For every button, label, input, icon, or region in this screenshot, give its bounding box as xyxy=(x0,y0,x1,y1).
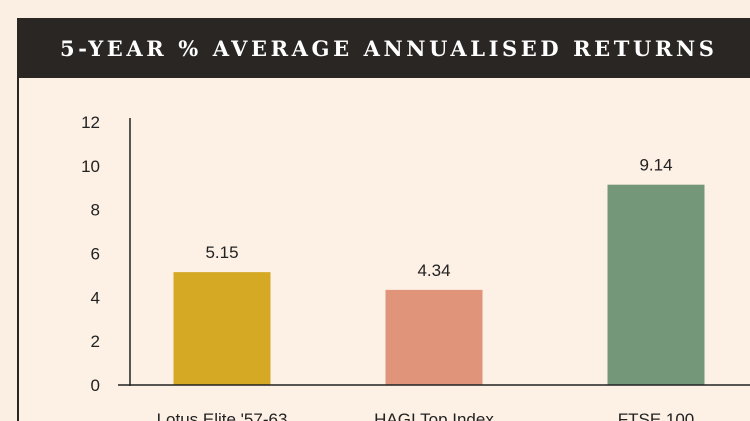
bar xyxy=(607,184,705,385)
category-label: Lotus Elite '57-63 xyxy=(157,410,288,421)
y-axis-ticks: 0 2 4 6 8 10 12 xyxy=(81,113,100,395)
category-labels: Lotus Elite '57-63 HAGI Top Index FTSE 100 xyxy=(157,410,695,421)
data-label: 9.14 xyxy=(639,156,672,175)
bar xyxy=(173,272,271,385)
data-labels: 5.15 4.34 9.14 xyxy=(205,156,672,280)
chart-title: 5-YEAR % AVERAGE ANNUALISED RETURNS xyxy=(60,36,718,61)
bar xyxy=(385,289,483,385)
y-tick-label: 10 xyxy=(81,157,100,176)
category-label: FTSE 100 xyxy=(618,410,695,421)
y-tick-label: 6 xyxy=(91,245,100,264)
title-bar: 5-YEAR % AVERAGE ANNUALISED RETURNS xyxy=(17,18,750,78)
category-label: HAGI Top Index xyxy=(374,410,494,421)
y-tick-label: 4 xyxy=(91,288,100,307)
y-tick-label: 8 xyxy=(91,201,100,220)
y-tick-label: 12 xyxy=(81,113,100,132)
data-label: 5.15 xyxy=(205,243,238,262)
y-tick-label: 2 xyxy=(91,332,100,351)
y-tick-label: 0 xyxy=(91,376,100,395)
data-label: 4.34 xyxy=(417,261,450,280)
bars xyxy=(173,184,705,385)
